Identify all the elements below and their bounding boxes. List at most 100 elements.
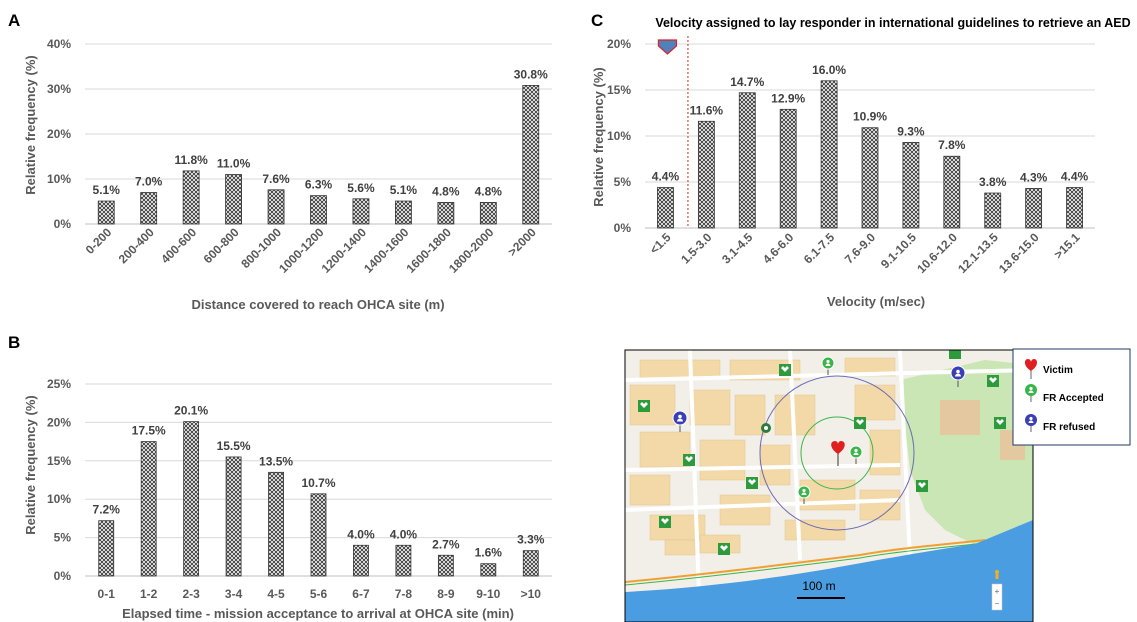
y-tick-label-a: 10% <box>47 172 71 186</box>
fr-accepted-pin-icon <box>1025 384 1037 402</box>
x-tick-label-a: 1800-2000 <box>446 225 497 276</box>
y-tick-label-c: 5% <box>614 175 632 189</box>
bar-b <box>310 493 327 577</box>
y-tick-label-a: 30% <box>47 82 71 96</box>
x-tick-label-a: 200-400 <box>116 225 157 266</box>
x-tick-label-a: 1600-1800 <box>404 225 455 276</box>
aed-marker-icon <box>718 543 730 555</box>
x-tick-label-b: 6-7 <box>352 587 370 601</box>
aed-marker-icon <box>659 516 671 528</box>
data-label-a: 4.8% <box>475 184 503 198</box>
bar-a <box>352 198 370 225</box>
plot-area-c: 0% 5% 10% 15% 20% 4.4% <1.5 11.6% 1.5-3.0 14.7% 3.… <box>607 36 1095 276</box>
map-legend: Victim FR Accepted FR refused <box>1012 348 1131 446</box>
data-label-c: 4.3% <box>1020 170 1048 184</box>
data-label-c: 10.9% <box>853 110 887 124</box>
data-label-c: 11.6% <box>690 103 724 117</box>
x-axis-title-b: Elapsed time - mission acceptance to arr… <box>122 606 514 621</box>
bar-c <box>657 187 674 229</box>
data-label-a: 11.8% <box>174 153 208 167</box>
data-label-b: 1.6% <box>475 546 503 560</box>
map-scale-bar: 100 m <box>797 579 845 599</box>
data-label-c: 4.4% <box>652 170 680 184</box>
data-label-b: 3.3% <box>517 533 545 547</box>
bar-c <box>1066 187 1083 229</box>
data-label-c: 3.8% <box>979 175 1007 189</box>
x-tick-label-b: 7-8 <box>395 587 413 601</box>
map-park-building <box>940 400 980 435</box>
bar-a <box>310 195 327 225</box>
aed-marker-icon <box>779 364 791 376</box>
map-lake <box>625 520 1033 622</box>
data-label-c: 12.9% <box>771 91 805 105</box>
bar-a <box>225 174 242 225</box>
x-tick-label-b: 0-1 <box>98 587 116 601</box>
fr-accepted-pin-icon <box>821 356 835 375</box>
victim-heart-pin-icon <box>831 441 845 466</box>
bar-c <box>984 192 1002 229</box>
data-label-b: 4.0% <box>347 527 375 541</box>
camera-pin-icon <box>761 423 771 433</box>
map-canvas: 100 m + − <box>625 350 1033 622</box>
y-tick-label-a: 20% <box>47 127 71 141</box>
x-tick-label-c: 10.6-12.0 <box>914 230 960 276</box>
legend-label-fr-accepted: FR Accepted <box>1043 393 1104 404</box>
x-tick-label-c: 4.6-6.0 <box>760 230 797 267</box>
x-tick-label-a: 1400-1600 <box>361 225 412 276</box>
bar-b <box>437 554 454 577</box>
x-tick-label-b: 4-5 <box>267 587 285 601</box>
data-label-c: 4.4% <box>1061 170 1089 184</box>
x-tick-label-b: 3-4 <box>225 587 243 601</box>
x-tick-label-b: 1-2 <box>140 587 158 601</box>
bar-b <box>395 544 412 577</box>
bar-a <box>479 201 497 225</box>
street-view-person-icon[interactable] <box>995 570 999 579</box>
x-tick-label-c: 7.6-9.0 <box>842 230 879 267</box>
y-tick-label-b: 15% <box>47 454 71 468</box>
x-tick-label-b: >10 <box>521 587 542 601</box>
panel-letter-c: C <box>591 11 603 30</box>
data-label-a: 5.1% <box>390 183 418 197</box>
data-label-b: 15.5% <box>217 439 251 453</box>
data-label-a: 7.6% <box>262 172 290 186</box>
bar-b <box>268 471 284 577</box>
aed-marker-icon <box>638 400 650 412</box>
fr-refused-pin-icon <box>672 410 688 432</box>
bar-a <box>522 85 540 225</box>
x-axis-title-c: Velocity (m/sec) <box>827 294 925 309</box>
x-tick-label-c: 12.1-13.5 <box>955 230 1001 276</box>
y-tick-label-c: 20% <box>607 37 631 51</box>
data-label-a: 30.8% <box>514 67 548 81</box>
x-tick-label-b: 8-9 <box>437 587 455 601</box>
aed-marker-icon <box>949 350 961 359</box>
bar-c <box>943 155 961 229</box>
bar-a <box>182 170 200 225</box>
map-main-road-edge <box>625 542 986 586</box>
fr-accepted-pin-icon <box>849 445 863 464</box>
chart-panel-b: B 0% 5% 10% 15% 20% 25% 7.2% 0-1 17.5% 1-2 20.1% 2-… <box>8 333 552 621</box>
panel-letter-b: B <box>8 333 20 352</box>
bar-a <box>437 201 455 225</box>
y-tick-label-c: 15% <box>607 83 631 97</box>
data-label-c: 9.3% <box>897 124 925 138</box>
data-label-a: 7.0% <box>135 175 163 189</box>
bar-c <box>820 80 838 229</box>
victim-heart-pin-icon <box>1024 359 1038 379</box>
down-arrow-icon <box>657 39 678 55</box>
bar-b <box>225 456 242 577</box>
x-tick-label-c: 6.1-7.5 <box>801 230 838 267</box>
data-label-c: 14.7% <box>730 75 764 89</box>
bar-b <box>353 544 369 577</box>
bar-b <box>140 441 157 577</box>
x-tick-label-b: 2-3 <box>182 587 200 601</box>
map-main-road <box>625 539 986 583</box>
y-axis-title-b: Relative frequency (%) <box>23 395 38 534</box>
y-axis-title-a: Relative frequency (%) <box>23 55 38 194</box>
data-label-a: 11.0% <box>217 157 251 171</box>
map-zoom-control[interactable]: + − <box>991 583 1003 611</box>
y-tick-label-b: 25% <box>47 377 71 391</box>
y-tick-label-b: 5% <box>54 531 72 545</box>
x-tick-label-a: 600-800 <box>201 225 242 266</box>
svg-text:−: − <box>995 599 1000 608</box>
